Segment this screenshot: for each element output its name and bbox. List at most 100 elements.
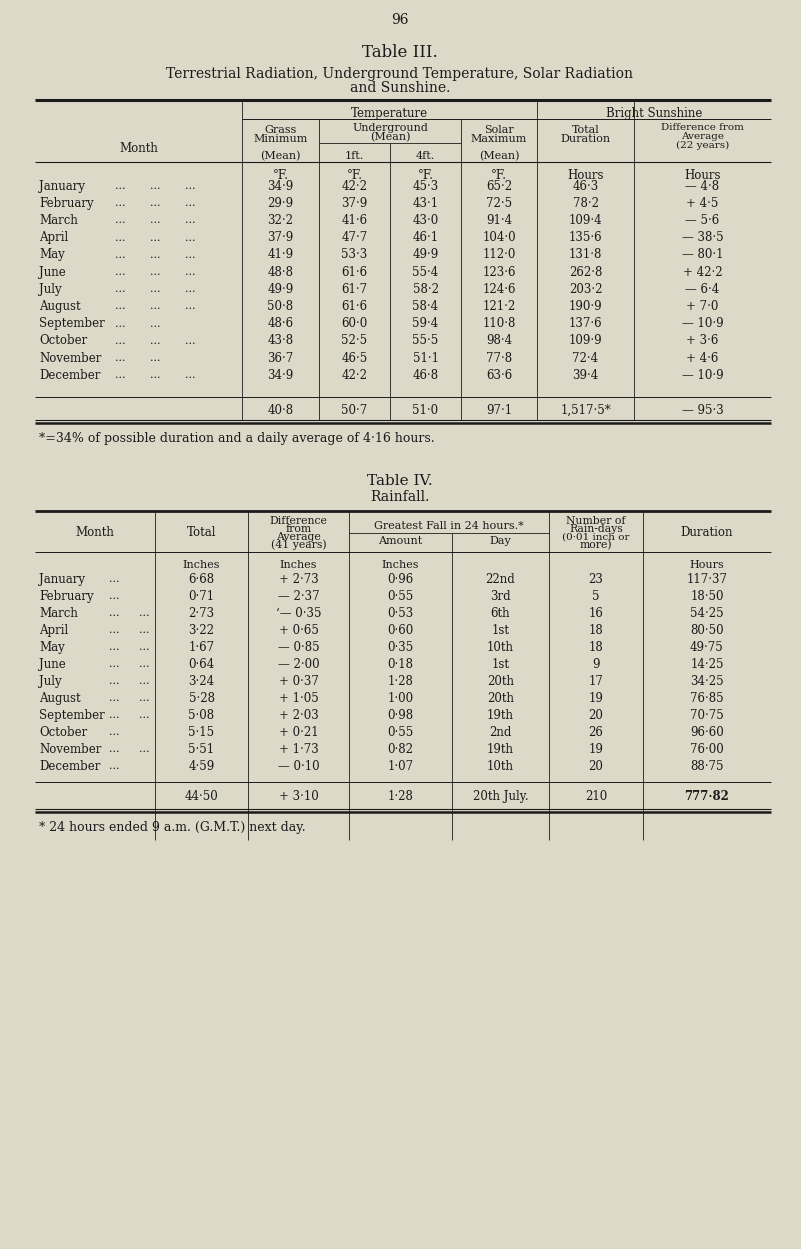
Text: 46·1: 46·1 [413,231,439,244]
Text: + 0·21: + 0·21 [279,726,318,738]
Text: 48·6: 48·6 [268,317,293,330]
Text: 0·71: 0·71 [188,590,215,602]
Text: + 42·2: + 42·2 [682,266,723,279]
Text: Day: Day [489,536,511,546]
Text: ...: ... [115,370,126,380]
Text: — 10·9: — 10·9 [682,317,723,330]
Text: ...: ... [139,676,150,686]
Text: December: December [39,759,100,772]
Text: 46·5: 46·5 [341,351,368,365]
Text: 0·55: 0·55 [388,726,413,738]
Text: ...: ... [109,727,119,737]
Text: 1st: 1st [492,623,509,637]
Text: — 0·85: — 0·85 [278,641,320,653]
Text: 18: 18 [589,623,603,637]
Text: October: October [39,335,87,347]
Text: 42·2: 42·2 [341,368,368,382]
Text: + 0·37: + 0·37 [279,674,319,687]
Text: (Mean): (Mean) [260,151,300,161]
Text: 3rd: 3rd [490,590,511,602]
Text: 2·73: 2·73 [188,607,215,620]
Text: — 80·1: — 80·1 [682,249,723,261]
Text: ...: ... [150,285,160,295]
Text: 72·4: 72·4 [573,351,598,365]
Text: 1ft.: 1ft. [345,151,364,161]
Text: 50·8: 50·8 [268,300,293,313]
Text: more): more) [580,540,612,550]
Text: 19th: 19th [487,742,514,756]
Text: 135·6: 135·6 [569,231,602,244]
Text: November: November [39,351,102,365]
Text: 3·24: 3·24 [188,674,215,687]
Text: 47·7: 47·7 [341,231,368,244]
Text: ...: ... [139,624,150,634]
Text: Rain-days: Rain-days [570,525,623,535]
Text: 51·0: 51·0 [413,403,439,416]
Text: 110·8: 110·8 [482,317,516,330]
Text: 210: 210 [585,789,607,803]
Text: 10th: 10th [487,641,514,653]
Text: May: May [39,641,65,653]
Text: 51·1: 51·1 [413,351,438,365]
Text: ...: ... [150,181,160,191]
Text: 61·6: 61·6 [341,266,368,279]
Text: Inches: Inches [280,560,317,570]
Text: 19: 19 [589,742,603,756]
Text: 49·75: 49·75 [690,641,724,653]
Text: 18: 18 [589,641,603,653]
Text: 55·5: 55·5 [413,335,439,347]
Text: July: July [39,674,62,687]
Text: ...: ... [109,744,119,754]
Text: 77·8: 77·8 [486,351,512,365]
Text: 190·9: 190·9 [569,300,602,313]
Text: + 1·73: + 1·73 [279,742,318,756]
Text: August: August [39,300,81,313]
Text: ...: ... [185,285,195,295]
Text: 0·53: 0·53 [388,607,413,620]
Text: + 4·5: + 4·5 [686,196,718,210]
Text: + 1·05: + 1·05 [279,692,318,704]
Text: January: January [39,180,85,192]
Text: Terrestrial Radiation, Underground Temperature, Solar Radiation: Terrestrial Radiation, Underground Tempe… [167,67,634,81]
Text: 34·25: 34·25 [690,674,724,687]
Text: ...: ... [109,761,119,771]
Text: 78·2: 78·2 [573,196,598,210]
Text: ...: ... [115,318,126,328]
Text: Total: Total [187,526,216,538]
Text: Grass: Grass [264,125,296,135]
Text: Hours: Hours [684,169,721,181]
Text: June: June [39,266,66,279]
Text: 96: 96 [391,12,409,27]
Text: Amount: Amount [378,536,423,546]
Text: ...: ... [109,709,119,719]
Text: April: April [39,623,68,637]
Text: 5·51: 5·51 [188,742,215,756]
Text: ...: ... [139,709,150,719]
Text: Duration: Duration [561,134,610,144]
Text: (Mean): (Mean) [370,132,410,142]
Text: 137·6: 137·6 [569,317,602,330]
Text: 60·0: 60·0 [341,317,368,330]
Text: ...: ... [139,608,150,618]
Text: February: February [39,590,94,602]
Text: ...: ... [109,659,119,669]
Text: ...: ... [150,301,160,311]
Text: 34·9: 34·9 [268,180,294,192]
Text: 48·8: 48·8 [268,266,293,279]
Text: 43·1: 43·1 [413,196,439,210]
Text: 117·37: 117·37 [686,572,727,586]
Text: 44·50: 44·50 [184,789,219,803]
Text: ...: ... [115,232,126,242]
Text: 1·00: 1·00 [388,692,413,704]
Text: 6·68: 6·68 [188,572,215,586]
Text: Inches: Inches [183,560,220,570]
Text: — 10·9: — 10·9 [682,368,723,382]
Text: 50·7: 50·7 [341,403,368,416]
Text: ...: ... [109,591,119,601]
Text: ...: ... [139,744,150,754]
Text: 1·67: 1·67 [188,641,215,653]
Text: February: February [39,196,94,210]
Text: ...: ... [115,215,126,225]
Text: ...: ... [115,285,126,295]
Text: 91·4: 91·4 [486,214,512,227]
